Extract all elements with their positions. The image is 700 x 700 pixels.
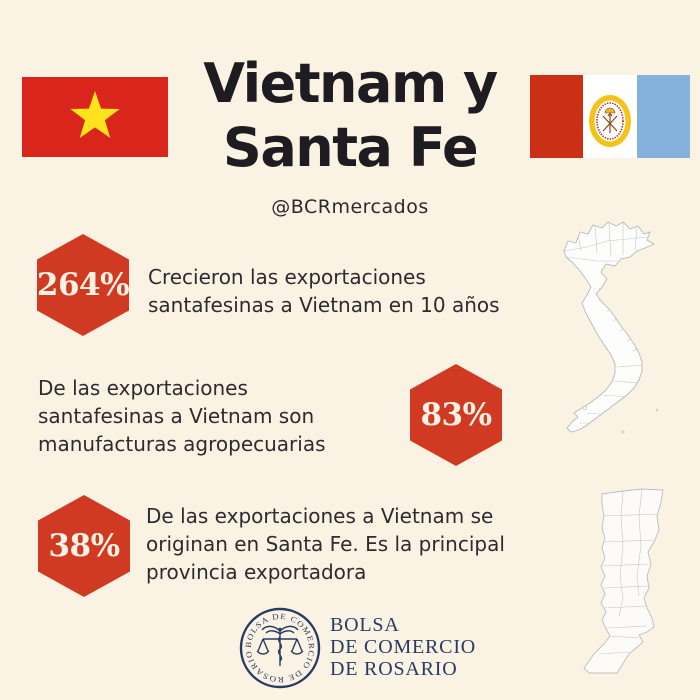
- title-line-1: Vietnam y: [203, 52, 498, 115]
- org-name-line-3: DE ROSARIO: [330, 658, 458, 680]
- org-name: BOLSA DE COMERCIO DE ROSARIO: [330, 614, 476, 680]
- stat-hexagon-growth: 264%: [37, 234, 129, 336]
- caduceus-and-scales-icon: [256, 625, 304, 666]
- vietnam-flag-icon: [22, 77, 168, 157]
- title-line-2: Santa Fe: [222, 116, 479, 179]
- page-title: Vietnam y Santa Fe: [0, 52, 700, 180]
- santa-fe-flag-blue-stripe: [636, 75, 690, 158]
- stat-value-agro-manufactures: 83%: [420, 397, 492, 433]
- vietnam-star-icon: [70, 91, 120, 138]
- stat-value-growth: 264%: [36, 267, 130, 303]
- stat-value-province-share: 38%: [48, 528, 120, 564]
- bcr-seal-icon: BOLSA DE COMERCIO DE ROSARIO: [239, 607, 321, 689]
- stat-text-province-share: De las exportaciones a Vietnam se origin…: [146, 504, 505, 584]
- stat-text-agro-manufactures: De las exportaciones santafesinas a Viet…: [38, 376, 326, 456]
- org-name-line-1: BOLSA: [330, 614, 400, 636]
- org-name-line-2: DE COMERCIO: [330, 636, 477, 658]
- vietnam-map: [563, 221, 659, 434]
- santa-fe-coat-of-arms-icon: [589, 95, 631, 147]
- stat-hexagon-province-share: 38%: [38, 495, 130, 597]
- santa-fe-flag-icon: [530, 75, 690, 158]
- stat-hexagon-agro-manufactures: 83%: [410, 364, 502, 466]
- santa-fe-map: [583, 488, 664, 674]
- santa-fe-flag-red-stripe: [530, 75, 584, 158]
- social-handle: @BCRmercados: [271, 196, 429, 218]
- stat-text-growth: Crecieron las exportaciones santafesinas…: [148, 265, 500, 317]
